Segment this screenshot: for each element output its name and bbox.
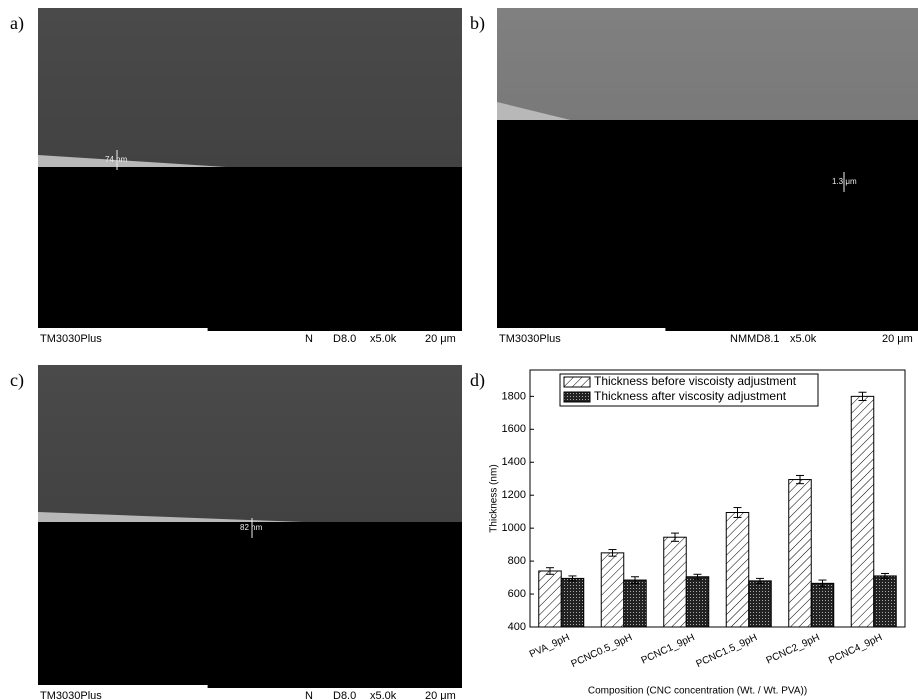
footer-text: 20 μm	[425, 333, 456, 345]
y-tick-label: 800	[508, 555, 526, 567]
bar	[726, 513, 749, 627]
scale-bar	[208, 685, 462, 688]
footer-text: 20 μm	[882, 333, 913, 345]
footer-text: 20 μm	[425, 690, 456, 700]
legend-label: Thickness after viscosity adjustment	[594, 389, 787, 403]
y-tick-label: 1000	[502, 522, 526, 534]
bar	[539, 571, 562, 627]
legend-label: Thickness before viscoisty adjustment	[594, 374, 797, 388]
footer-text: TM3030Plus	[40, 333, 102, 345]
sem-image: 82 nm	[38, 365, 462, 685]
bar	[851, 396, 874, 627]
footer-text: x5.0k	[370, 690, 397, 700]
bar	[789, 480, 812, 627]
porous-substrate	[38, 167, 462, 328]
footer-text: N	[305, 690, 313, 700]
y-tick-label: 1600	[502, 423, 526, 435]
footer-text: N	[305, 333, 313, 345]
bar	[749, 581, 772, 627]
x-tick-label: PCNC2_9pH	[765, 632, 822, 666]
sem-image: 1.3 μm	[497, 8, 918, 328]
x-tick-label: PCNC1.5_9pH	[695, 632, 760, 670]
scale-annotation: 1.3 μm	[832, 177, 857, 186]
scale-annotation: 82 nm	[240, 523, 263, 532]
y-tick-label: 1400	[502, 456, 526, 468]
legend-swatch	[564, 377, 590, 387]
footer-text: D8.0	[333, 690, 356, 700]
footer-text: TM3030Plus	[40, 690, 102, 700]
footer-text: TM3030Plus	[499, 333, 561, 345]
y-tick-label: 1200	[502, 489, 526, 501]
porous-substrate	[38, 522, 462, 685]
panel-label: a)	[10, 13, 24, 34]
bar	[686, 577, 709, 627]
legend-swatch	[564, 392, 590, 402]
scale-bar	[208, 328, 462, 331]
x-tick-label: PVA_9pH	[528, 632, 572, 660]
bar	[664, 537, 687, 627]
x-tick-label: PCNC0.5_9pH	[570, 632, 635, 670]
y-axis-label: Thickness (nm)	[489, 464, 500, 532]
scale-bar	[665, 328, 918, 331]
footer-text: x5.0k	[790, 333, 817, 345]
bar	[601, 553, 624, 627]
y-tick-label: 600	[508, 588, 526, 600]
x-tick-label: PCNC1_9pH	[640, 632, 697, 666]
footer-text: D8.0	[333, 333, 356, 345]
footer-text: NMMD8.1	[730, 333, 780, 345]
panel-label: d)	[470, 370, 485, 391]
y-tick-label: 400	[508, 621, 526, 633]
x-tick-label: PCNC4_9pH	[827, 632, 884, 666]
x-axis-label: Composition (CNC concentration (Wt. / Wt…	[588, 686, 807, 697]
y-tick-label: 1800	[502, 390, 526, 402]
bar	[624, 580, 647, 627]
bar	[811, 583, 834, 627]
scale-annotation: 74 nm	[105, 155, 128, 164]
panel-label: c)	[10, 370, 24, 391]
sem-image: 74 nm	[38, 8, 462, 328]
figure: 74 nm a) TM3030Plus N D8.0 x5.0k 20 μm 1.3 μm b)…	[0, 0, 918, 700]
plot-frame	[530, 370, 905, 627]
footer-text: x5.0k	[370, 333, 397, 345]
bar	[561, 578, 584, 627]
bar	[874, 576, 897, 627]
panel-label: b)	[470, 13, 485, 34]
